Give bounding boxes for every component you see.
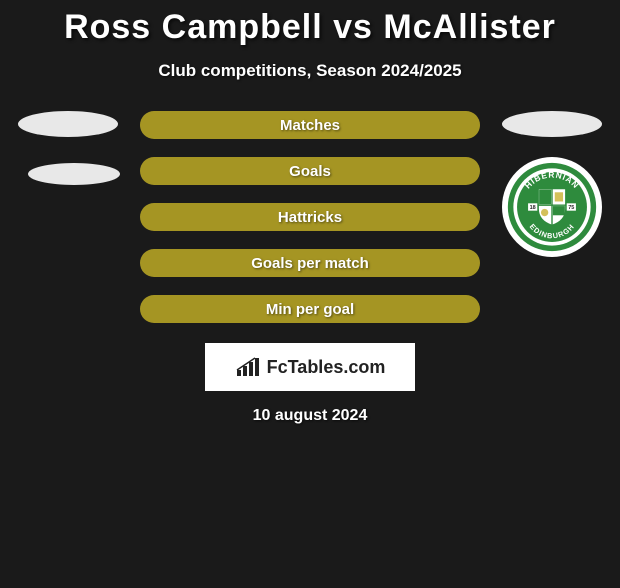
svg-text:75: 75 [568,205,574,211]
player-left-column [8,111,128,211]
player-left-silhouette [18,111,118,137]
subtitle: Club competitions, Season 2024/2025 [0,61,620,81]
page-title: Ross Campbell vs McAllister [0,8,620,47]
hibernian-crest-icon: HIBERNIAN EDINBURGH [506,161,598,253]
svg-text:18: 18 [530,205,536,211]
player-right-column: HIBERNIAN EDINBURGH [492,111,612,257]
date-label: 10 august 2024 [0,407,620,425]
stat-bar-gpm: Goals per match [140,249,480,277]
bar-chart-icon [235,356,261,378]
comparison-content: HIBERNIAN EDINBURGH [0,111,620,323]
fctables-logo: FcTables.com [205,343,415,391]
stat-bar-hattricks: Hattricks [140,203,480,231]
player-right-silhouette [502,111,602,137]
stats-column: Matches Goals Hattricks Goals per match … [140,111,480,323]
player-left-shadow [28,163,120,185]
stat-bar-goals: Goals [140,157,480,185]
logo-text: FcTables.com [267,357,386,378]
stat-bar-matches: Matches [140,111,480,139]
stat-bar-mpg: Min per goal [140,295,480,323]
club-badge-hibernian: HIBERNIAN EDINBURGH [502,157,602,257]
